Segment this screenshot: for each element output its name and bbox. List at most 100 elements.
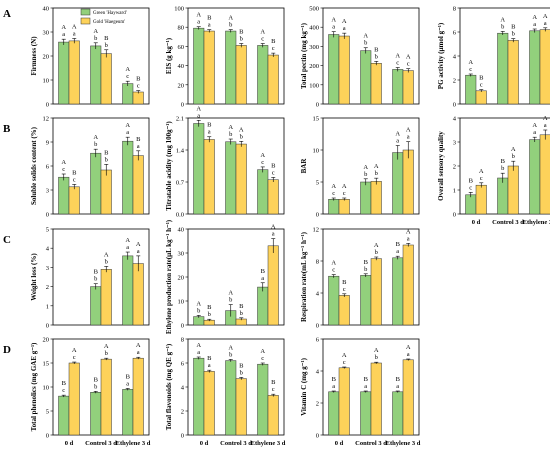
uppercase-significance-label: B	[364, 259, 369, 266]
bar	[539, 134, 550, 215]
y-tick-label: 4	[316, 369, 320, 376]
lowercase-significance-label: a	[332, 24, 335, 31]
lowercase-significance-label: c	[343, 286, 346, 293]
bar	[402, 359, 414, 436]
bar	[90, 152, 102, 215]
uppercase-significance-label: A	[72, 23, 77, 30]
bar	[465, 194, 477, 215]
y-tick-label: 10	[43, 78, 50, 85]
uppercase-significance-label: A	[93, 28, 98, 35]
y-tick-label: 40	[178, 63, 185, 70]
bar	[122, 83, 134, 105]
legend-swatch	[80, 8, 91, 16]
bar	[497, 177, 509, 215]
y-tick-label: 40	[178, 227, 185, 234]
lowercase-significance-label: a	[364, 383, 367, 390]
lowercase-significance-label: b	[375, 53, 378, 60]
legend-swatch	[80, 17, 91, 25]
bar	[360, 391, 372, 436]
lowercase-significance-label: a	[396, 383, 399, 390]
uppercase-significance-label: A	[342, 18, 347, 25]
y-axis-label: Total phenolics (mg GAE g⁻¹)	[30, 342, 38, 431]
y-tick-label: 400	[309, 25, 319, 32]
y-tick-label: 8	[316, 259, 319, 266]
lowercase-significance-label: a	[137, 143, 140, 150]
y-axis-label: Total flavonoids (mg QE g⁻¹)	[165, 343, 173, 430]
y-tick-label: 30	[43, 30, 50, 37]
y-tick-label: 2	[46, 284, 49, 291]
y-tick-label: 2	[181, 409, 184, 416]
y-tick-label: 20	[43, 337, 50, 344]
lowercase-significance-label: b	[240, 36, 243, 43]
lowercase-significance-label: c	[126, 73, 129, 80]
y-axis-label: Soluble solids content (%)	[30, 126, 38, 205]
bar	[370, 362, 382, 436]
y-tick-label: 0	[46, 212, 49, 219]
lowercase-significance-label: c	[272, 45, 275, 52]
x-tick-label: Ethylene 3 d	[251, 440, 286, 447]
lowercase-significance-label: a	[126, 244, 129, 251]
uppercase-significance-label: B	[94, 269, 99, 276]
lowercase-significance-label: b	[364, 40, 367, 47]
uppercase-significance-label: A	[532, 14, 537, 21]
bar	[360, 181, 372, 215]
lowercase-significance-label: c	[343, 190, 346, 197]
lowercase-significance-label: a	[533, 129, 536, 136]
uppercase-significance-label: B	[271, 38, 276, 45]
uppercase-significance-label: A	[406, 344, 411, 351]
bar	[370, 181, 382, 215]
bar	[392, 257, 404, 326]
lowercase-significance-label: c	[73, 354, 76, 361]
bar	[392, 69, 404, 105]
y-tick-label: 8	[453, 6, 456, 13]
y-tick-label: 40	[43, 6, 50, 13]
uppercase-significance-label: A	[500, 16, 505, 23]
uppercase-significance-label: B	[511, 24, 516, 31]
y-tick-label: 2	[316, 401, 319, 408]
uppercase-significance-label: B	[94, 376, 99, 383]
lowercase-significance-label: a	[407, 134, 410, 141]
lowercase-significance-label: c	[261, 355, 264, 362]
x-tick-label: Ethylene 3 d	[386, 440, 421, 447]
bar	[235, 45, 247, 105]
x-tick-label: Control 3 d	[85, 440, 117, 447]
y-tick-label: 6	[316, 337, 320, 344]
uppercase-significance-label: B	[239, 29, 244, 36]
row-label-a: A	[3, 8, 11, 20]
lowercase-significance-label: c	[343, 359, 346, 366]
bar	[225, 360, 237, 436]
uppercase-significance-label: B	[207, 304, 212, 311]
lowercase-significance-label: b	[501, 165, 504, 172]
bar	[392, 152, 404, 215]
uppercase-significance-label: A	[331, 17, 336, 24]
bar	[100, 53, 112, 105]
y-tick-label: 4	[181, 385, 185, 392]
uppercase-significance-label: A	[260, 152, 265, 159]
bar	[465, 74, 477, 105]
bar	[193, 27, 205, 105]
bar	[68, 186, 80, 215]
uppercase-significance-label: B	[136, 76, 141, 83]
bar	[100, 358, 112, 436]
bar	[402, 149, 414, 215]
lowercase-significance-label: a	[261, 275, 264, 282]
y-tick-label: 6	[181, 361, 185, 368]
bar	[68, 40, 80, 105]
uppercase-significance-label: A	[93, 134, 98, 141]
lowercase-significance-label: b	[364, 266, 367, 273]
uppercase-significance-label: B	[136, 136, 141, 143]
uppercase-significance-label: A	[406, 54, 411, 61]
bar	[58, 176, 70, 215]
uppercase-significance-label: A	[61, 159, 66, 166]
y-tick-label: 100	[174, 6, 184, 13]
uppercase-significance-label: A	[196, 300, 201, 307]
bar	[225, 141, 237, 215]
row-label-d: D	[3, 344, 11, 356]
bar	[267, 54, 279, 105]
lowercase-significance-label: a	[544, 122, 547, 129]
lowercase-significance-label: b	[105, 156, 108, 163]
